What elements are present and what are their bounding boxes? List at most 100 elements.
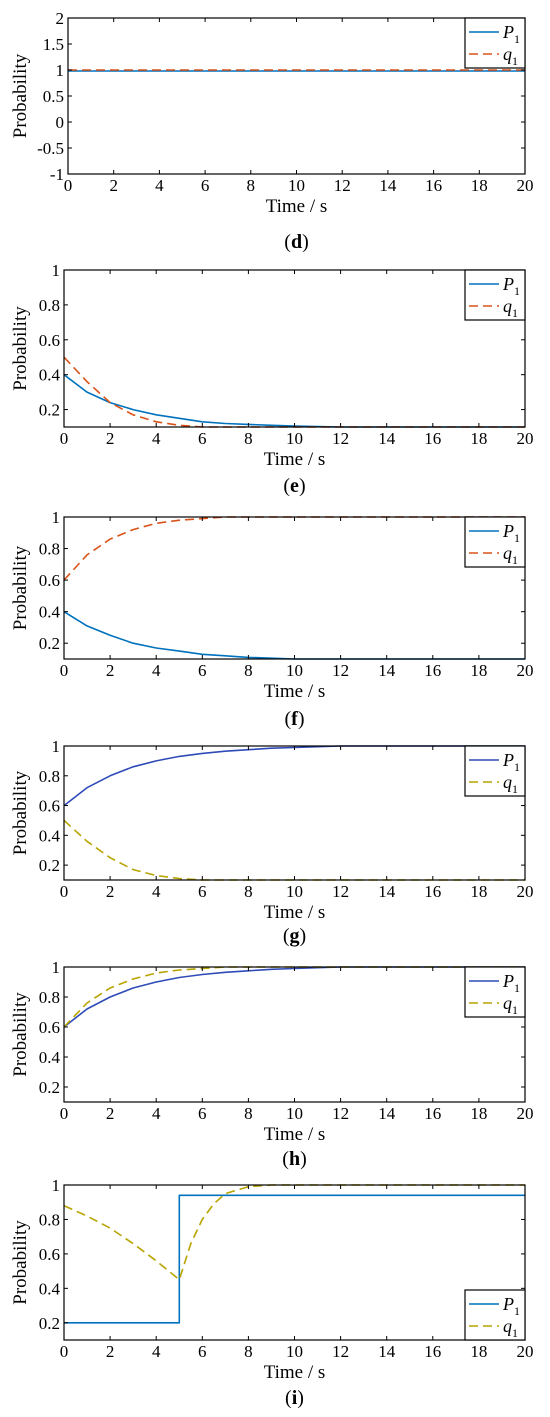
x-tick-label: 4 bbox=[152, 661, 161, 680]
panel-caption: (e) bbox=[283, 475, 305, 497]
x-tick-label: 14 bbox=[378, 882, 396, 901]
x-tick-label: 20 bbox=[517, 882, 534, 901]
x-tick-label: 4 bbox=[155, 176, 164, 195]
y-tick-label: 0.8 bbox=[39, 988, 60, 1007]
legend-label: P1 bbox=[502, 521, 520, 545]
x-tick-label: 14 bbox=[378, 429, 396, 448]
legend-label: q1 bbox=[503, 1316, 518, 1340]
series-group bbox=[64, 745, 525, 881]
x-tick-label: 14 bbox=[378, 1104, 396, 1123]
x-tick-label: 0 bbox=[60, 1104, 69, 1123]
x-tick-label: 8 bbox=[244, 882, 253, 901]
x-tick-label: 16 bbox=[424, 1342, 441, 1361]
x-tick-label: 0 bbox=[60, 882, 69, 901]
legend-box bbox=[464, 745, 526, 797]
x-tick-label: 18 bbox=[470, 429, 487, 448]
series-line-q1 bbox=[64, 516, 525, 581]
x-tick-label: 20 bbox=[517, 1342, 534, 1361]
y-axis-label: Probability bbox=[10, 1220, 31, 1305]
y-axis-label: Probability bbox=[10, 770, 31, 855]
x-tick-label: 16 bbox=[424, 661, 441, 680]
x-tick-label: 14 bbox=[378, 661, 396, 680]
y-tick-label: 0.6 bbox=[39, 331, 60, 350]
x-tick-label: 16 bbox=[424, 429, 441, 448]
x-tick-label: 12 bbox=[332, 1342, 349, 1361]
x-tick-label: 18 bbox=[470, 661, 487, 680]
x-tick-label: 0 bbox=[60, 1342, 69, 1361]
panel-caption: (h) bbox=[282, 1148, 306, 1170]
x-tick-label: 16 bbox=[424, 1104, 441, 1123]
legend-box bbox=[464, 966, 526, 1018]
series-line-P1 bbox=[64, 1194, 525, 1324]
plot-frame bbox=[63, 1184, 526, 1341]
y-tick-label: 0.6 bbox=[39, 571, 60, 590]
series-line-P1 bbox=[64, 374, 525, 428]
y-tick-label: 0.5 bbox=[43, 87, 64, 106]
x-tick-label: 4 bbox=[152, 1104, 161, 1123]
x-tick-label: 2 bbox=[106, 882, 115, 901]
y-tick-label: 1 bbox=[52, 958, 61, 977]
x-tick-label: 18 bbox=[470, 1342, 487, 1361]
legend-label: q1 bbox=[503, 543, 518, 567]
x-tick-label: 12 bbox=[332, 882, 349, 901]
y-axis-label: Probability bbox=[10, 992, 31, 1077]
x-tick-label: 8 bbox=[244, 429, 253, 448]
x-tick-label: 2 bbox=[106, 1104, 115, 1123]
y-axis-label: Probability bbox=[10, 53, 31, 138]
y-tick-label: 0.4 bbox=[39, 603, 61, 622]
legend-label: P1 bbox=[502, 274, 520, 298]
y-axis-label: Probability bbox=[10, 545, 31, 630]
x-tick-label: 12 bbox=[334, 176, 351, 195]
series-group bbox=[68, 69, 525, 72]
x-tick-label: 2 bbox=[106, 429, 115, 448]
x-tick-label: 2 bbox=[106, 661, 115, 680]
chart-panel-g: 0 2 4 6 8 10 12 14 16 18 20 0.2 0.4 0.6 0.8 1 Time / s Pr… bbox=[10, 737, 534, 947]
legend-box bbox=[464, 1289, 526, 1341]
series-group bbox=[64, 966, 525, 1028]
series-group bbox=[64, 356, 525, 428]
series-group bbox=[64, 1184, 525, 1324]
x-tick-label: 10 bbox=[286, 882, 303, 901]
x-tick-label: 12 bbox=[332, 429, 349, 448]
legend-box bbox=[464, 17, 526, 69]
x-tick-label: 6 bbox=[198, 429, 207, 448]
chart-panel-h: 0 2 4 6 8 10 12 14 16 18 20 0.2 0.4 0.6 0.8 1 Time / s Pr… bbox=[10, 958, 534, 1170]
x-tick-label: 4 bbox=[152, 429, 161, 448]
y-tick-label: -0.5 bbox=[37, 139, 64, 158]
y-tick-label: 1 bbox=[52, 737, 61, 756]
x-tick-label: 10 bbox=[286, 1342, 303, 1361]
legend-label: P1 bbox=[502, 971, 520, 995]
y-tick-label: 1 bbox=[52, 261, 61, 280]
x-tick-label: 2 bbox=[106, 1342, 115, 1361]
x-tick-label: 0 bbox=[60, 661, 69, 680]
y-axis-label: Probability bbox=[10, 306, 31, 391]
legend-label: q1 bbox=[503, 44, 518, 68]
chart-panel-i: 0 2 4 6 8 10 12 14 16 18 20 0.2 0.4 0.6 0.8 1 Time / s Pr… bbox=[10, 1176, 534, 1409]
x-tick-label: 4 bbox=[152, 1342, 161, 1361]
x-tick-label: 12 bbox=[332, 1104, 349, 1123]
x-tick-label: 8 bbox=[244, 1342, 253, 1361]
y-tick-label: 0.2 bbox=[39, 401, 60, 420]
x-tick-label: 6 bbox=[198, 1104, 207, 1123]
chart-panel-f: 0 2 4 6 8 10 12 14 16 18 20 0.2 0.4 0.6 0.8 1 Time / s Pr… bbox=[10, 508, 534, 730]
legend-box bbox=[464, 269, 526, 321]
series-line-q1 bbox=[64, 966, 525, 1028]
y-tick-label: 1 bbox=[52, 508, 61, 527]
series-line-q1 bbox=[64, 1184, 525, 1281]
x-tick-label: 8 bbox=[244, 661, 253, 680]
plot-frame bbox=[67, 17, 526, 175]
x-tick-label: 8 bbox=[244, 1104, 253, 1123]
legend-box bbox=[464, 516, 526, 568]
x-tick-label: 0 bbox=[60, 429, 69, 448]
y-tick-label: 0.8 bbox=[39, 296, 60, 315]
x-axis-label: Time / s bbox=[264, 681, 326, 702]
y-tick-label: 0.4 bbox=[39, 826, 61, 845]
y-tick-label: 0.4 bbox=[39, 1279, 61, 1298]
panel-caption: (i) bbox=[285, 1387, 304, 1409]
plot-frame bbox=[63, 516, 526, 660]
